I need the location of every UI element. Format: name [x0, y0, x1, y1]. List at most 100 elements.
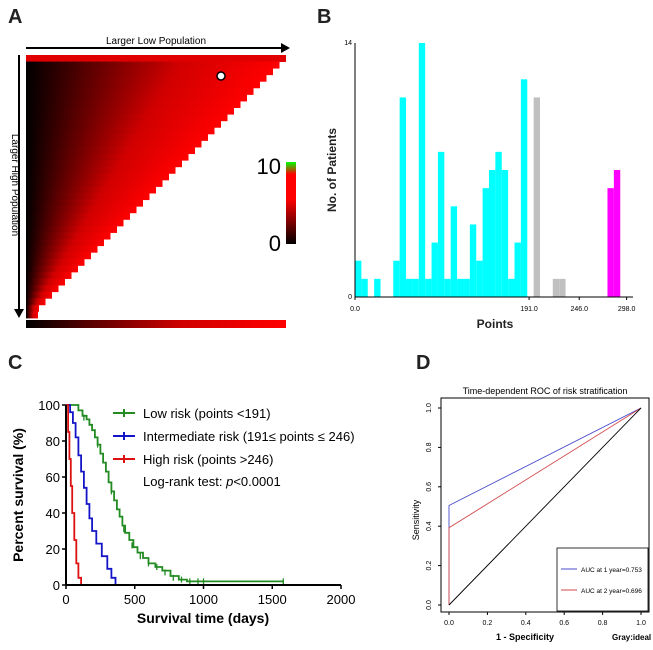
heatmap-row	[26, 219, 124, 227]
roc-legend-2yr: AUC at 2 year=0.696	[581, 588, 642, 595]
heatmap-marker	[216, 71, 226, 81]
roc-ytick-label: 0.8	[426, 442, 433, 452]
heatmap-row	[26, 179, 163, 187]
heatmap-row	[26, 68, 273, 76]
heatmap-row	[26, 232, 111, 240]
histogram-bar	[355, 260, 362, 297]
survival-curve-0	[66, 404, 284, 583]
heatmap-row	[26, 285, 59, 293]
histogram-bar	[607, 188, 614, 297]
heatmap-row	[26, 199, 143, 207]
heatmap-row	[26, 74, 267, 82]
survival-ytick-label: 80	[46, 434, 60, 449]
heatmap-row	[26, 153, 189, 161]
heatmap-row	[26, 311, 38, 319]
survival-xtick-label: 0	[62, 592, 69, 607]
heatmap-row	[26, 101, 241, 109]
heatmap-row	[26, 258, 85, 266]
histogram-bar	[374, 278, 381, 297]
histogram-bar	[552, 278, 560, 297]
roc-line-1	[448, 407, 642, 605]
histogram-bar	[437, 151, 445, 297]
panel-label-a: A	[8, 6, 23, 28]
histogram-bar	[418, 43, 426, 297]
roc-ytick-label: 0.0	[426, 600, 433, 610]
survival-ytick-label: 20	[46, 542, 60, 557]
survival-ytick-label: 60	[46, 470, 60, 485]
histogram-ylabel: No. of Patients	[325, 128, 339, 212]
heatmap-row	[26, 61, 280, 69]
heatmap-row	[26, 147, 195, 155]
survival-xlabel: Survival time (days)	[137, 610, 269, 626]
legend-high-risk: High risk (points >246)	[143, 452, 273, 467]
heatmap-row	[26, 186, 156, 194]
heatmap-row	[26, 239, 104, 247]
histogram-bar	[501, 170, 509, 297]
roc-ytick-label: 0.6	[426, 482, 433, 492]
heatmap-row	[26, 166, 176, 174]
survival-xtick-label: 2000	[327, 592, 356, 607]
heatmap-row	[26, 212, 130, 220]
colorbar	[286, 162, 296, 244]
histogram-ytick-14: 14	[344, 40, 352, 47]
roc-legend-box	[556, 547, 649, 612]
top-arrow-label: Larger Low Population	[106, 36, 206, 47]
heatmap-row	[26, 265, 78, 273]
roc-xtick-label: 0.0	[444, 620, 454, 627]
roc-ticks: 0.0 0.2 0.4 0.6 0.8 1.0 0.0 0.2 0.4 0.6 0.8 1.0	[426, 403, 646, 627]
left-arrow-head	[14, 309, 24, 318]
heatmap-row	[26, 94, 247, 102]
colorbar-min-label: 0	[269, 231, 281, 256]
histogram-bar	[399, 97, 407, 298]
panel-label-d: D	[416, 352, 431, 374]
heatmap-bottom-bar	[26, 320, 286, 328]
survival-xtick-label: 500	[124, 592, 146, 607]
roc-title: Time-dependent ROC of risk stratificatio…	[463, 386, 628, 396]
histogram-bar	[463, 278, 470, 297]
panel-b-histogram: 0 14 0.0 191.0 246.0 298.0 No. of Patients …	[325, 40, 635, 331]
legend-intermediate-risk: Intermediate risk (191≤ points ≤ 246)	[143, 429, 355, 444]
roc-legend-1yr: AUC at 1 year=0.753	[581, 567, 642, 574]
heatmap-cells	[26, 55, 286, 319]
histogram-bar	[450, 206, 458, 297]
roc-xtick-label: 0.2	[483, 620, 493, 627]
survival-ticks: 0 500 1000 1500 2000 0 20 40 60 80 100	[38, 398, 355, 607]
histogram-bar	[533, 97, 541, 298]
roc-xtick-label: 0.8	[598, 620, 608, 627]
heatmap-row	[26, 278, 65, 286]
survival-curve-2	[66, 404, 82, 585]
panel-label-b: B	[317, 6, 332, 28]
histogram-bar	[361, 278, 368, 297]
histogram-bar	[495, 151, 502, 297]
histogram-xlabel: Points	[477, 317, 514, 331]
heatmap-row	[26, 291, 52, 299]
survival-curves	[66, 404, 284, 585]
survival-xtick-label: 1500	[258, 592, 287, 607]
histogram-bars	[355, 43, 621, 298]
panel-a-heatmap: Larger Low Population Larger High Popula…	[9, 36, 296, 328]
roc-lines	[448, 407, 642, 606]
survival-ytick-label: 40	[46, 506, 60, 521]
histogram-bar	[514, 242, 521, 297]
survival-legend: Low risk (points <191) Intermediate risk…	[113, 406, 355, 489]
histogram-bar	[469, 224, 477, 297]
histogram-bar	[457, 278, 464, 297]
heatmap-row	[26, 298, 46, 306]
heatmap-row	[26, 304, 39, 312]
heatmap-row	[26, 120, 221, 128]
colorbar-max-label: 10	[257, 154, 281, 179]
histogram-bar	[559, 278, 566, 297]
histogram-ytick-0: 0	[348, 294, 352, 301]
heatmap-row	[26, 127, 215, 135]
roc-ytick-label: 0.2	[426, 561, 433, 571]
histogram-bar	[406, 278, 413, 297]
panel-c-survival: 0 500 1000 1500 2000 0 20 40 60 80 100 Percent sur…	[10, 398, 355, 626]
roc-xlabel: 1 - Specificity	[496, 632, 554, 642]
heatmap-row	[26, 193, 150, 201]
survival-ytick-label: 0	[53, 578, 60, 593]
histogram-bar	[425, 278, 432, 297]
histogram-xtick-label: 246.0	[570, 306, 588, 313]
roc-ytick-label: 0.4	[426, 521, 433, 531]
roc-ytick-label: 1.0	[426, 403, 433, 413]
